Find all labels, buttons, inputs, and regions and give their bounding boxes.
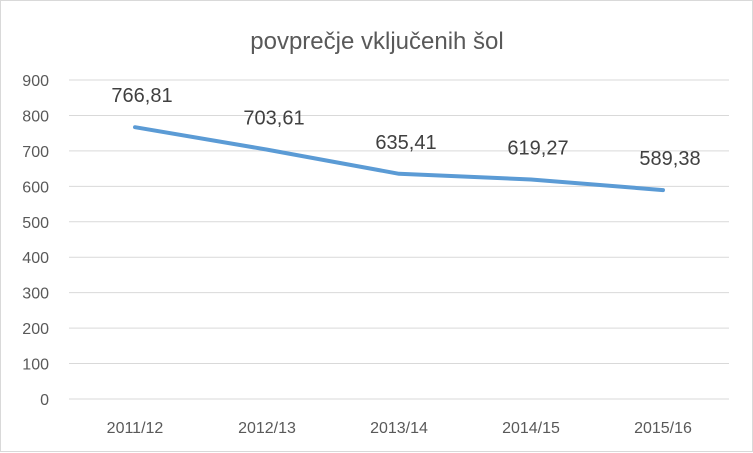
x-tick-label: 2014/15: [502, 420, 560, 437]
y-tick-label: 300: [22, 286, 49, 303]
y-tick-label: 900: [22, 73, 49, 90]
grid-lines: [69, 79, 729, 400]
data-labels: 766,81 703,61 635,41 619,27 589,38: [111, 85, 700, 170]
y-tick-label: 800: [22, 108, 49, 125]
data-label: 589,38: [639, 148, 700, 170]
x-tick-label: 2011/12: [107, 420, 164, 437]
y-tick-label: 0: [40, 392, 49, 409]
data-label: 703,61: [243, 108, 304, 130]
data-label: 619,27: [507, 138, 568, 160]
x-axis-ticks: 2011/12 2012/13 2013/14 2014/15 2015/16: [107, 420, 692, 437]
series-line: [133, 125, 665, 193]
chart-title: povprečje vključenih šol: [250, 28, 503, 55]
x-tick-label: 2013/14: [370, 420, 428, 437]
y-tick-label: 600: [22, 179, 49, 196]
data-label: 635,41: [375, 132, 436, 154]
y-axis-ticks: 0 100 200 300 400 500 600 700 800 900: [22, 73, 49, 409]
y-tick-label: 100: [22, 357, 49, 374]
y-tick-label: 400: [22, 250, 49, 267]
x-tick-label: 2012/13: [238, 420, 296, 437]
series-line-group: [133, 125, 665, 193]
y-tick-label: 700: [22, 144, 49, 161]
data-label: 766,81: [111, 85, 172, 107]
y-tick-label: 200: [22, 321, 49, 338]
x-tick-label: 2015/16: [634, 420, 692, 437]
y-tick-label: 500: [22, 215, 49, 232]
